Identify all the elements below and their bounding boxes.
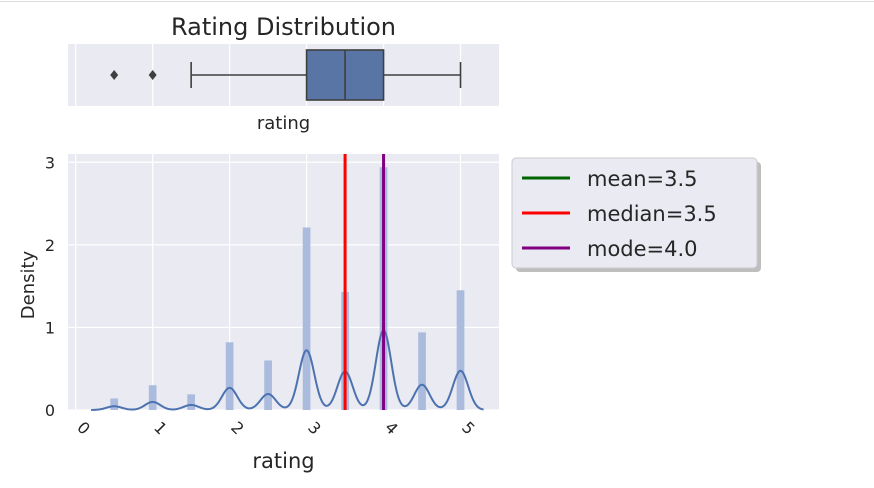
legend-box bbox=[511, 157, 758, 269]
y-tick-label: 1 bbox=[45, 318, 55, 337]
x-tick-label: 2 bbox=[227, 418, 248, 439]
legend: mean=3.5 median=3.5 mode=4.0 bbox=[511, 157, 761, 272]
outlier-point bbox=[110, 70, 119, 80]
x-tick-label: 1 bbox=[150, 418, 171, 439]
histogram-bar bbox=[187, 394, 195, 410]
histogram-bar bbox=[418, 332, 426, 410]
x-axis-label: rating bbox=[252, 449, 314, 473]
histogram-bar bbox=[225, 342, 234, 410]
histogram-bar bbox=[302, 227, 311, 410]
legend-label: median=3.5 bbox=[587, 202, 717, 226]
boxplot-panel: Rating Distribution rating bbox=[68, 13, 499, 134]
chart-title: Rating Distribution bbox=[171, 13, 396, 41]
x-tick-label: 3 bbox=[304, 418, 325, 439]
boxplot-x-label: rating bbox=[257, 113, 310, 134]
histogram-bar bbox=[264, 360, 272, 410]
legend-label: mean=3.5 bbox=[587, 167, 698, 191]
kde-curve bbox=[91, 329, 484, 411]
x-tick-label: 5 bbox=[458, 418, 479, 439]
x-tick-label: 0 bbox=[73, 418, 94, 439]
x-tick-label: 4 bbox=[381, 418, 402, 439]
boxplot-marks bbox=[110, 49, 462, 101]
outlier-point bbox=[148, 70, 157, 80]
y-tick-label: 0 bbox=[45, 401, 55, 420]
histogram-background bbox=[68, 154, 499, 410]
y-tick-label: 2 bbox=[45, 236, 55, 255]
x-tick-labels: 0 1 2 3 4 5 bbox=[73, 418, 478, 439]
legend-label: mode=4.0 bbox=[587, 237, 698, 261]
y-tick-label: 3 bbox=[45, 153, 55, 172]
histogram-bar bbox=[456, 290, 465, 410]
histogram-bar bbox=[148, 385, 157, 410]
histogram-panel: 0 1 2 3 4 5 0 1 2 3 rating Density bbox=[18, 153, 499, 473]
y-tick-labels: 0 1 2 3 bbox=[45, 153, 55, 420]
y-axis-label: Density bbox=[18, 250, 39, 319]
histogram-bar bbox=[110, 398, 119, 410]
stat-lines bbox=[343, 154, 386, 410]
